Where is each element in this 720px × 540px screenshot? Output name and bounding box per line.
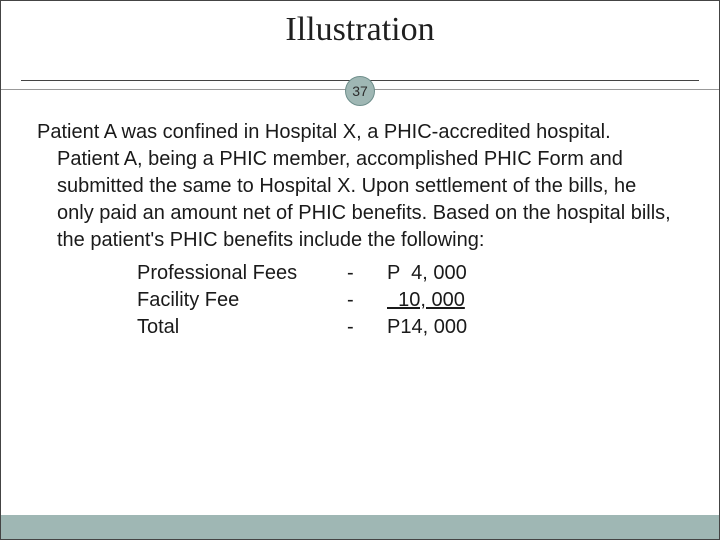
fee-dash: - <box>347 287 387 314</box>
fee-label: Facility Fee <box>137 287 347 314</box>
fee-amount: P 4, 000 <box>387 260 497 287</box>
slide-title: Illustration <box>21 11 699 49</box>
page-number-badge: 37 <box>345 76 375 106</box>
slide-frame: Illustration 37 Patient A was confined i… <box>0 0 720 540</box>
fee-dash: - <box>347 260 387 287</box>
fee-label: Total <box>137 314 347 341</box>
fee-amount: P14, 000 <box>387 314 497 341</box>
paragraph: Patient A was confined in Hospital X, a … <box>37 119 675 254</box>
fee-table: Professional Fees - P 4, 000 Facility Fe… <box>137 260 557 341</box>
fee-amount: 10, 000 <box>387 287 497 314</box>
table-row: Facility Fee - 10, 000 <box>137 287 557 314</box>
fee-dash: - <box>347 314 387 341</box>
bottom-accent-bar <box>1 515 719 539</box>
table-row: Professional Fees - P 4, 000 <box>137 260 557 287</box>
table-row: Total - P14, 000 <box>137 314 557 341</box>
paragraph-text: Patient A was confined in Hospital X, a … <box>37 119 675 254</box>
title-band: Illustration <box>21 1 699 81</box>
page-number: 37 <box>352 83 368 99</box>
body-content: Patient A was confined in Hospital X, a … <box>37 119 675 341</box>
fee-label: Professional Fees <box>137 260 347 287</box>
